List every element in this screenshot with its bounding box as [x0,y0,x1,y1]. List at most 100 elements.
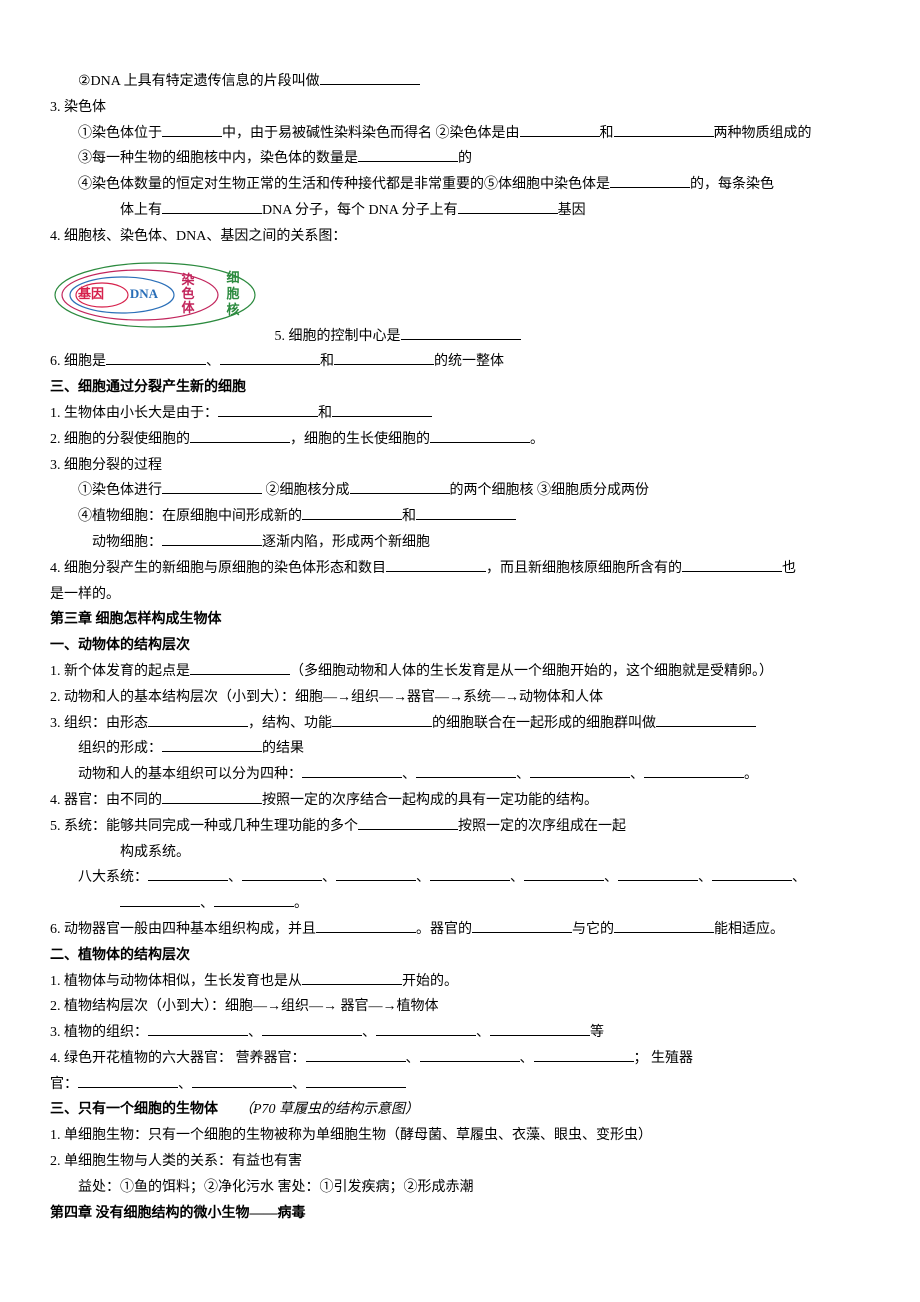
blank [162,737,262,752]
blank [656,712,756,727]
text-line: 3. 细胞分裂的过程 [50,454,870,478]
svg-text:色: 色 [181,286,194,301]
blank [618,866,698,881]
blank [430,866,510,881]
blank [190,428,290,443]
blank [430,428,530,443]
blank [162,199,262,214]
text-line: 动物和人的基本组织可以分为四种：、、、。 [50,763,870,787]
text: ，结构、功能 [248,716,332,731]
text-line: 4. 器官：由不同的按照一定的次序结合一起构成的具有一定功能的结构。 [50,789,870,813]
text: ，细胞的生长使细胞的 [290,432,430,447]
text: 、 [698,870,712,885]
blank [242,866,322,881]
text: ②DNA 上具有特定遗传信息的片段叫做 [78,74,320,89]
blank [524,866,604,881]
text: 、 [402,767,416,782]
section-heading: 一、动物体的结构层次 [50,634,870,658]
text: 、 [362,1025,376,1040]
text: 按照一定的次序结合一起构成的具有一定功能的结构。 [262,793,598,808]
text: ④植物细胞：在原细胞中间形成新的 [78,509,302,524]
blank [162,122,222,137]
blank [148,866,228,881]
text: 、 [292,1077,306,1092]
text: 按照一定的次序组成在一起 [458,819,626,834]
text-line: ②DNA 上具有特定遗传信息的片段叫做 [50,70,870,94]
text: 的细胞联合在一起形成的细胞群叫做 [432,716,656,731]
blank [332,402,432,417]
text: 、 [510,870,524,885]
blank [162,531,262,546]
blank [302,505,402,520]
text: 1. 植物体与动物体相似，生长发育也是从 [50,974,302,989]
blank [120,892,200,907]
blank [401,325,521,340]
text: 动物和人的基本组织可以分为四种： [78,767,302,782]
blank [644,763,744,778]
text: ； 生殖器 [634,1051,694,1066]
svg-text:胞: 胞 [225,286,239,301]
blank [530,763,630,778]
relationship-diagram: 基因DNA染色体细胞核 [50,255,265,349]
text: 也 [782,561,796,576]
blank [376,1021,476,1036]
svg-text:体: 体 [181,300,195,315]
text: 三、只有一个细胞的生物体 [50,1102,218,1117]
text: 4. 绿色开花植物的六大器官： 营养器官： [50,1051,306,1066]
text: 第三章 细胞怎样构成生物体 [50,612,222,627]
text: 第四章 没有细胞结构的微小生物——病毒 [50,1206,306,1221]
text: 、 [248,1025,262,1040]
text: （多细胞动物和人体的生长发育是从一个细胞开始的，这个细胞就是受精卵。） [290,664,773,679]
text: 的，每条染色 [690,177,774,192]
blank [416,505,516,520]
blank [520,122,600,137]
text: 2. 植物结构层次（小到大）：细胞—→组织—→ 器官—→植物体 [50,999,439,1014]
blank [682,557,782,572]
text: ①染色体进行 [78,483,162,498]
blank [190,660,290,675]
text: 开始的。 [402,974,458,989]
text: 基因 [558,203,586,218]
text-line: 3. 植物的组织：、、、等 [50,1021,870,1045]
text: 3. 组织：由形态 [50,716,148,731]
blank [350,479,450,494]
text: 组织的形成： [78,741,162,756]
text: ④染色体数量的恒定对生物正常的生活和传种接代都是非常重要的⑤体细胞中染色体是 [78,177,610,192]
blank [336,866,416,881]
blank [420,1047,520,1062]
text: 两种物质组成的 [714,126,812,141]
text-line: 6. 细胞是、和的统一整体 [50,350,870,374]
blank [334,350,434,365]
text: 能相适应。 [714,922,784,937]
blank [320,70,420,85]
text: 2. 动物和人的基本结构层次（小到大）：细胞—→组织—→器官—→系统—→动物体和… [50,690,603,705]
text: 、 [200,896,214,911]
text: 的结果 [262,741,304,756]
text: ，而且新细胞核原细胞所含有的 [486,561,682,576]
blank [358,147,458,162]
text-line: 体上有DNA 分子，每个 DNA 分子上有基因 [50,199,870,223]
blank [472,918,572,933]
blank [220,350,320,365]
svg-text:DNA: DNA [130,286,159,301]
text: 1. 单细胞生物：只有一个细胞的生物被称为单细胞生物（酵母菌、草履虫、衣藻、眼虫… [50,1128,652,1143]
text-line: 2. 动物和人的基本结构层次（小到大）：细胞—→组织—→器官—→系统—→动物体和… [50,686,870,710]
text: 和 [318,406,332,421]
text-line: ④染色体数量的恒定对生物正常的生活和传种接代都是非常重要的⑤体细胞中染色体是 的，… [50,173,870,197]
blank [386,557,486,572]
blank [712,866,792,881]
text: 三、细胞通过分裂产生新的细胞 [50,380,246,395]
text-line: 5. 细胞的控制中心是 [275,325,521,349]
text-line: 是一样的。 [50,583,870,607]
text: 、 [520,1051,534,1066]
text: ②细胞核分成 [262,483,350,498]
blank [302,763,402,778]
blank [162,789,262,804]
note: （P70 草履虫的结构示意图） [239,1102,419,1117]
blank [316,918,416,933]
text-line: 1. 生物体由小长大是由于：和 [50,402,870,426]
section-heading: 二、植物体的结构层次 [50,944,870,968]
text: 。器官的 [416,922,472,937]
text-line: 3. 组织：由形态 ，结构、功能 的细胞联合在一起形成的细胞群叫做 [50,712,870,736]
blank [162,479,262,494]
